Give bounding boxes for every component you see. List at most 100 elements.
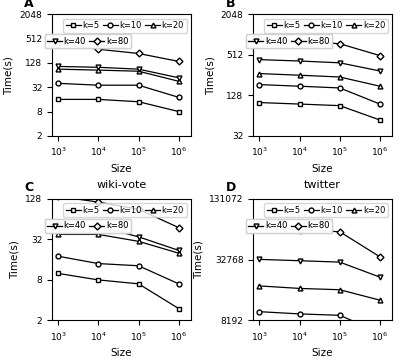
Line: k=80: k=80	[56, 41, 181, 64]
k=10	[176, 95, 181, 99]
k=20	[337, 75, 342, 79]
Line: k=10: k=10	[257, 309, 382, 335]
Line: k=20: k=20	[56, 232, 181, 256]
k=20	[378, 84, 382, 89]
Line: k=20: k=20	[257, 283, 382, 303]
Line: k=10: k=10	[56, 81, 181, 100]
Text: wiki-vote: wiki-vote	[96, 180, 146, 190]
k=10	[96, 261, 101, 266]
k=20	[176, 251, 181, 255]
k=20	[96, 232, 101, 237]
k=40	[297, 258, 302, 263]
k=80	[136, 51, 141, 56]
k=20	[96, 68, 101, 72]
k=5	[337, 332, 342, 336]
k=80	[136, 207, 141, 211]
k=5	[257, 100, 262, 105]
k=80	[56, 194, 61, 198]
X-axis label: Size: Size	[111, 163, 132, 174]
k=40	[337, 61, 342, 65]
k=20	[378, 298, 382, 302]
k=10	[56, 254, 61, 258]
k=5	[337, 103, 342, 108]
k=40	[96, 65, 101, 69]
k=40	[378, 275, 382, 279]
k=10	[297, 84, 302, 89]
k=40	[56, 64, 61, 69]
k=20	[176, 79, 181, 84]
k=40	[337, 260, 342, 264]
k=5	[378, 118, 382, 122]
Line: k=40: k=40	[56, 64, 181, 80]
k=20	[257, 71, 262, 76]
k=40	[136, 67, 141, 71]
k=5	[96, 97, 101, 102]
k=10	[176, 282, 181, 286]
k=40	[257, 58, 262, 62]
k=5	[297, 102, 302, 106]
X-axis label: Size: Size	[312, 163, 333, 174]
X-axis label: Size: Size	[111, 348, 132, 358]
k=80	[176, 225, 181, 230]
k=80	[56, 42, 61, 46]
Text: twitter: twitter	[304, 180, 341, 190]
k=20	[257, 284, 262, 288]
Line: k=10: k=10	[56, 254, 181, 286]
Text: B: B	[226, 0, 235, 10]
Text: C: C	[24, 181, 33, 194]
Line: k=5: k=5	[56, 271, 181, 311]
k=10	[337, 313, 342, 318]
k=80	[96, 200, 101, 204]
k=80	[378, 53, 382, 58]
k=40	[378, 69, 382, 73]
Legend: k=40, k=80: k=40, k=80	[246, 34, 332, 48]
k=5	[136, 100, 141, 104]
k=20	[56, 67, 61, 71]
Line: k=10: k=10	[257, 82, 382, 107]
k=40	[96, 224, 101, 229]
k=80	[378, 255, 382, 259]
k=20	[297, 73, 302, 77]
Legend: k=40, k=80: k=40, k=80	[44, 34, 131, 48]
Line: k=80: k=80	[56, 194, 181, 230]
k=20	[297, 286, 302, 291]
k=10	[96, 83, 101, 87]
Y-axis label: Time(s): Time(s)	[205, 56, 215, 95]
Line: k=80: k=80	[257, 224, 382, 259]
k=5	[176, 109, 181, 114]
k=5	[56, 271, 61, 275]
k=10	[337, 86, 342, 90]
k=40	[297, 59, 302, 63]
k=20	[337, 288, 342, 292]
k=10	[378, 102, 382, 106]
X-axis label: Size: Size	[312, 348, 333, 358]
Legend: k=40, k=80: k=40, k=80	[44, 219, 131, 233]
k=80	[257, 36, 262, 41]
k=80	[176, 59, 181, 64]
k=80	[337, 230, 342, 234]
Text: A: A	[24, 0, 34, 10]
Y-axis label: Time(s): Time(s)	[10, 240, 20, 279]
k=80	[96, 47, 101, 51]
Line: k=5: k=5	[56, 97, 181, 114]
k=10	[297, 312, 302, 316]
Line: k=5: k=5	[257, 328, 382, 356]
Text: D: D	[226, 181, 236, 194]
k=20	[56, 232, 61, 237]
Y-axis label: Time(s): Time(s)	[194, 240, 204, 279]
Line: k=5: k=5	[257, 100, 382, 122]
Line: k=40: k=40	[257, 257, 382, 280]
k=5	[257, 328, 262, 333]
k=40	[257, 257, 262, 261]
k=20	[136, 69, 141, 73]
k=10	[378, 330, 382, 335]
k=40	[136, 235, 141, 239]
Line: k=40: k=40	[56, 221, 181, 253]
k=80	[297, 228, 302, 232]
Line: k=80: k=80	[257, 36, 382, 58]
k=80	[257, 224, 262, 229]
k=40	[176, 76, 181, 80]
k=40	[176, 248, 181, 253]
Line: k=20: k=20	[257, 71, 382, 89]
Y-axis label: Time(s): Time(s)	[4, 56, 14, 95]
